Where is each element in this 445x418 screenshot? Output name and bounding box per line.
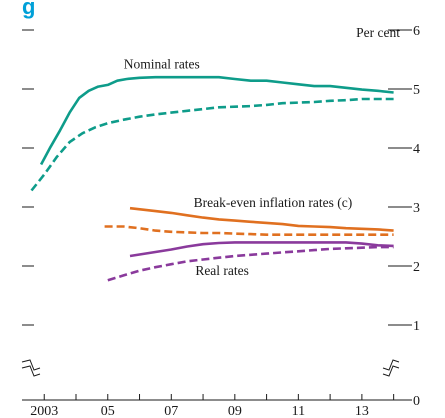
annotation-3: Real rates [195,263,249,278]
annotation-1: Nominal rates [124,56,200,71]
series-line-6 [107,245,394,282]
title-fragment: g [22,0,35,19]
axis-break-mark [21,359,400,377]
series-line-2 [30,97,394,192]
x-tick-label: 2003 [30,404,58,418]
series-line-1 [39,75,394,166]
y-tick-label: 4 [413,142,420,157]
y-unit-label: Per cent [356,25,400,40]
x-tick-label: 05 [101,404,115,418]
y-tick-label: 1 [413,319,420,334]
y-tick-label: 6 [413,24,420,39]
x-tick-label: 09 [228,404,242,418]
x-tick-label: 07 [164,404,178,418]
y-axis-zero-label: 0 [413,394,420,409]
x-tick-label: 11 [292,404,305,418]
series-line-3 [129,206,394,232]
series-line-4 [104,225,394,236]
y-tick-label: 3 [413,201,420,216]
axes: 0 [21,359,420,409]
x-tick-label: 13 [355,404,369,418]
series-line-5 [129,241,394,258]
y-tick-label: 2 [413,260,420,275]
y-tick-label: 5 [413,83,420,98]
annotation-2: Break-even inflation rates (c) [194,195,353,210]
